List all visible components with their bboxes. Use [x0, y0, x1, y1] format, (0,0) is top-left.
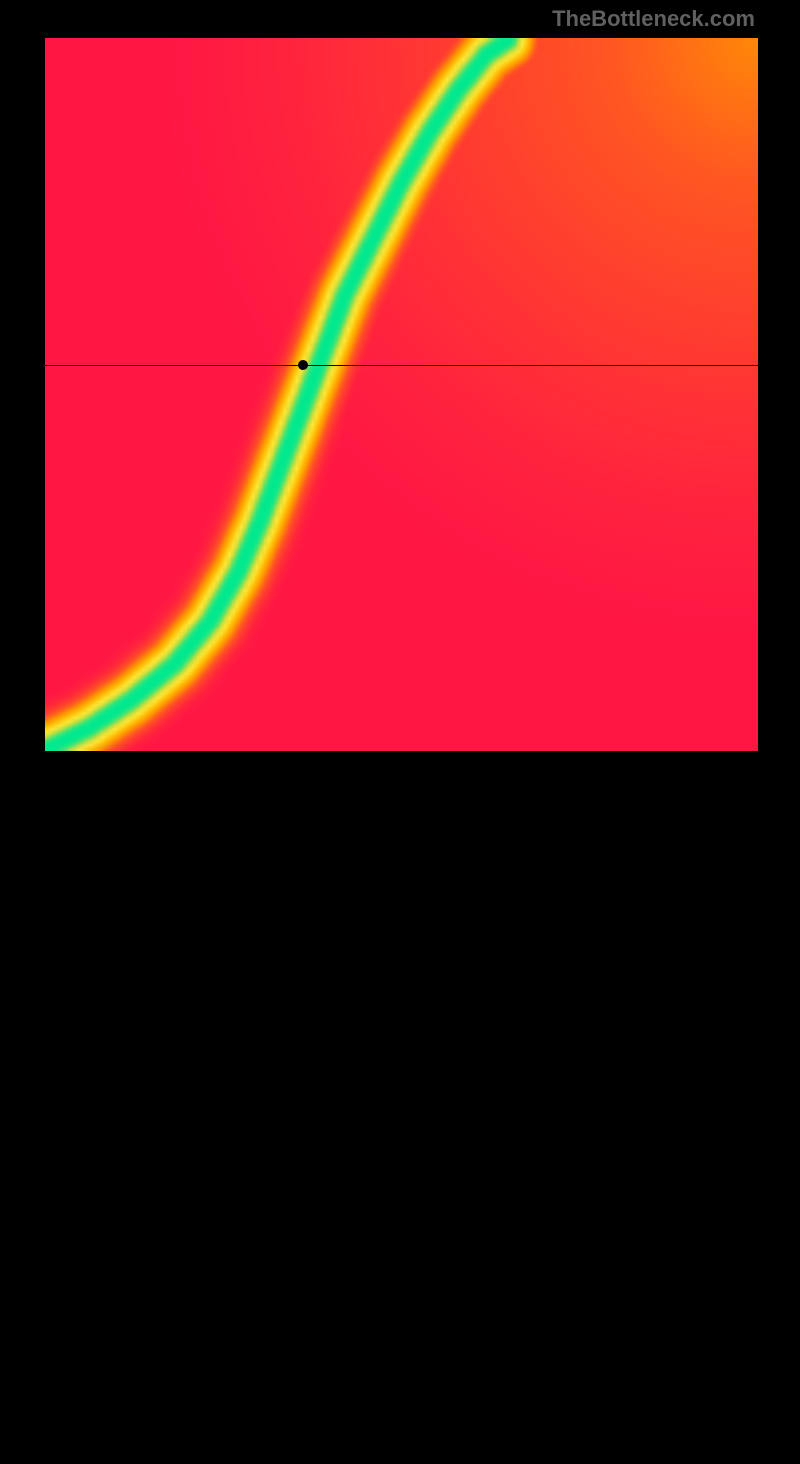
crosshair-vertical [303, 751, 304, 1464]
heatmap-canvas [45, 38, 758, 751]
watermark-text: TheBottleneck.com [552, 6, 755, 32]
page-container: TheBottleneck.com [0, 0, 800, 800]
crosshair-horizontal [45, 365, 758, 366]
heatmap-plot [45, 38, 758, 751]
crosshair-marker [298, 360, 308, 370]
